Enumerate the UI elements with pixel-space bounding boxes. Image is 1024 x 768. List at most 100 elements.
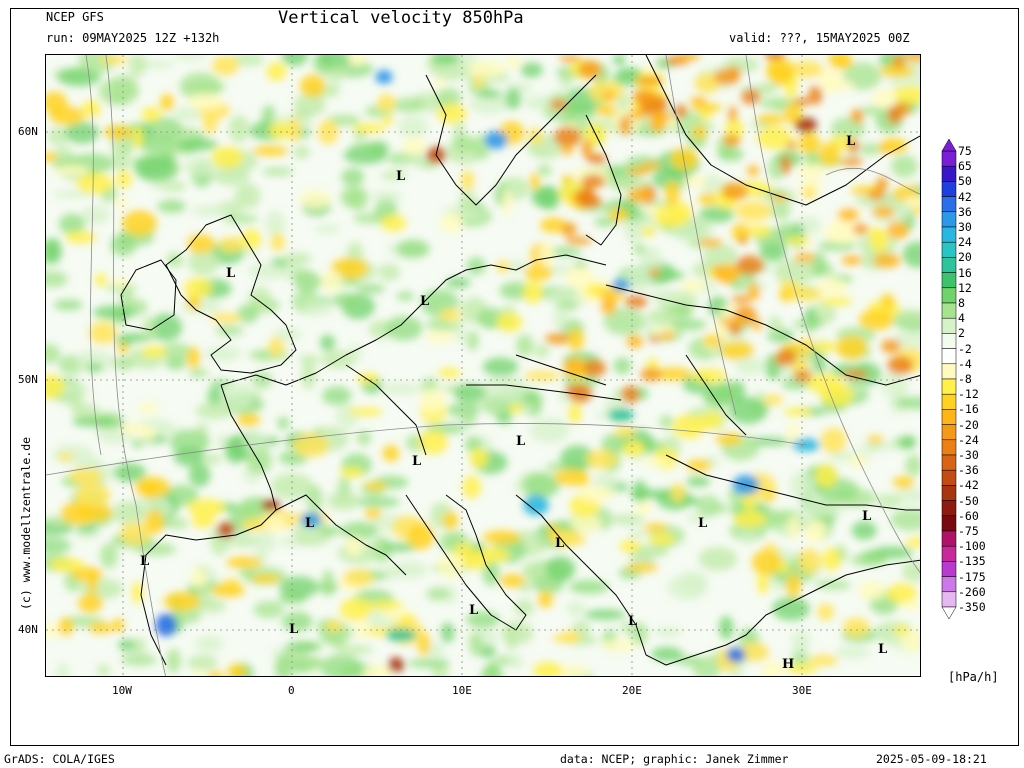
- legend-swatch: [941, 515, 957, 532]
- low-pressure-label: L: [412, 454, 421, 469]
- legend-swatch: [941, 545, 957, 562]
- legend-swatch: [941, 272, 957, 289]
- legend-label: -12: [958, 387, 979, 402]
- isobar-line: [665, 55, 737, 416]
- footer-software: GrADS: COLA/IGES: [4, 752, 115, 766]
- legend-swatch: [941, 165, 957, 182]
- legend-label: 16: [958, 265, 972, 280]
- coastline: [645, 559, 920, 666]
- low-pressure-label: L: [469, 603, 478, 618]
- legend-label: 30: [958, 220, 972, 234]
- legend-swatch: [941, 576, 957, 593]
- coastline: [140, 384, 277, 666]
- legend-swatch: [941, 409, 957, 425]
- footer-timestamp: 2025-05-09-18:21: [876, 752, 987, 766]
- legend-swatch: [941, 150, 957, 167]
- legend-swatch: [941, 591, 957, 608]
- isobar-line: [745, 55, 920, 574]
- legend-swatch: [941, 393, 957, 410]
- coastline: [515, 494, 647, 656]
- legend-label: 4: [958, 311, 965, 326]
- coastline: [165, 214, 297, 374]
- legend-label: -350: [958, 600, 986, 614]
- coastline: [220, 254, 607, 386]
- legend-label: -50: [958, 493, 979, 508]
- footer-credit: data: NCEP; graphic: Janek Zimmer: [560, 752, 789, 766]
- low-pressure-label: L: [516, 434, 525, 449]
- legend-label: -175: [958, 569, 986, 584]
- low-pressure-label: L: [305, 516, 314, 531]
- legend-swatch: [941, 333, 957, 349]
- legend-label: -100: [958, 539, 986, 554]
- legend-swatch: [941, 469, 957, 486]
- low-pressure-label: L: [420, 294, 429, 309]
- legend-label: 8: [958, 296, 965, 310]
- legend-swatch: [941, 211, 957, 228]
- low-pressure-label: L: [555, 536, 564, 551]
- lat-label: 40N: [18, 623, 38, 636]
- coastline: [275, 494, 407, 576]
- model-name: NCEP GFS: [46, 10, 104, 24]
- coastline: [425, 74, 597, 206]
- isobar-line: [105, 55, 166, 676]
- legend-label: -2: [958, 341, 972, 356]
- legend-label: -260: [958, 584, 986, 599]
- legend-label: 42: [958, 189, 972, 204]
- isobar-line: [85, 55, 102, 456]
- legend-label: 2: [958, 326, 965, 341]
- legend-top-arrow: [941, 138, 957, 152]
- coastline: [685, 354, 747, 436]
- low-pressure-label: L: [862, 509, 871, 524]
- run-info: run: 09MAY2025 12Z +132h: [46, 31, 220, 45]
- legend-colorbar: [941, 138, 957, 620]
- legend-swatch: [941, 181, 957, 197]
- lon-label: 0: [288, 684, 295, 697]
- velocity-field: [46, 55, 920, 676]
- coastline: [665, 454, 920, 511]
- high-pressure-label: H: [782, 657, 794, 672]
- legend-swatch: [941, 196, 957, 213]
- legend-label: -135: [958, 554, 986, 569]
- low-pressure-label: L: [226, 266, 235, 281]
- legend-label: 36: [958, 204, 972, 219]
- legend-label: -60: [958, 508, 979, 523]
- legend-swatch: [941, 500, 957, 517]
- legend-swatch: [941, 241, 957, 258]
- lon-label: 10W: [112, 684, 132, 697]
- legend-label: 12: [958, 280, 972, 295]
- coastline: [466, 384, 622, 401]
- coastline: [585, 114, 622, 246]
- legend-swatch: [941, 424, 957, 441]
- legend-swatch: [941, 530, 957, 547]
- valid-time: valid: ???, 15MAY2025 00Z: [729, 31, 910, 45]
- legend-label: 75: [958, 144, 972, 158]
- legend-bottom-arrow: [941, 606, 957, 620]
- legend-swatch: [941, 363, 957, 380]
- legend-label: -16: [958, 402, 979, 417]
- legend-swatch: [941, 378, 957, 395]
- low-pressure-label: L: [698, 516, 707, 531]
- low-pressure-label: L: [396, 169, 405, 184]
- legend-label: -24: [958, 432, 979, 447]
- legend-label: 50: [958, 174, 972, 189]
- lat-label: 60N: [18, 125, 38, 138]
- lon-label: 30E: [792, 684, 812, 697]
- lon-label: 10E: [452, 684, 472, 697]
- legend-swatch: [941, 454, 957, 471]
- legend-label: -8: [958, 372, 972, 386]
- lon-label: 20E: [622, 684, 642, 697]
- plot-frame: [10, 8, 1019, 746]
- isobar-line: [825, 167, 920, 195]
- legend-label: -30: [958, 448, 979, 462]
- weather-map: L L L L L L L L L L L L L L L H: [45, 54, 921, 677]
- legend-label: 20: [958, 250, 972, 265]
- isobar-line: [46, 423, 807, 476]
- low-pressure-label: L: [289, 622, 298, 637]
- coastline: [605, 284, 920, 386]
- map-canvas: L L L L L L L L L L L L L L L H: [46, 55, 920, 676]
- low-pressure-label: L: [140, 554, 149, 569]
- legend-swatch: [941, 257, 957, 273]
- legend-label: 24: [958, 235, 972, 250]
- low-pressure-label: L: [878, 642, 887, 657]
- legend-label: -20: [958, 417, 979, 432]
